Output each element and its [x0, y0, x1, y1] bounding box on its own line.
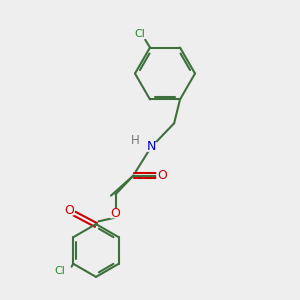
FancyBboxPatch shape — [131, 29, 149, 38]
FancyBboxPatch shape — [156, 171, 168, 180]
Text: H: H — [130, 134, 140, 147]
FancyBboxPatch shape — [51, 266, 69, 275]
Text: O: O — [64, 204, 74, 217]
Text: Cl: Cl — [135, 29, 146, 39]
Text: O: O — [157, 169, 167, 182]
Text: O: O — [111, 207, 120, 220]
Text: Cl: Cl — [55, 266, 66, 276]
FancyBboxPatch shape — [63, 206, 75, 215]
FancyBboxPatch shape — [129, 136, 141, 145]
FancyBboxPatch shape — [146, 142, 157, 152]
Text: N: N — [147, 140, 156, 154]
FancyBboxPatch shape — [110, 209, 121, 218]
